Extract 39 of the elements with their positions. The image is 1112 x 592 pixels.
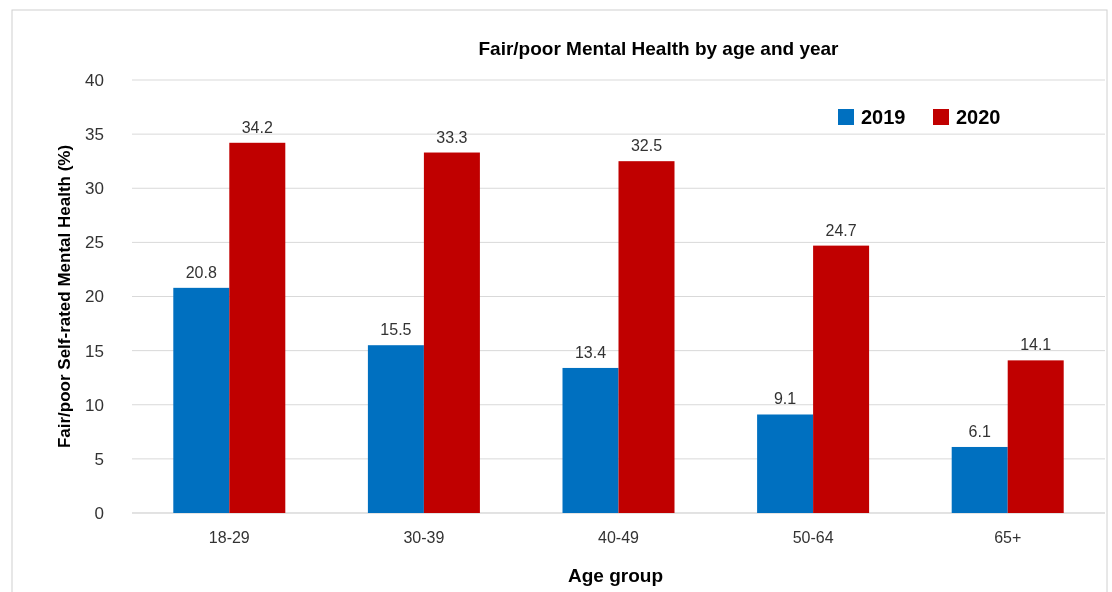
legend-label: 2019 [861, 106, 906, 128]
bar [813, 245, 870, 513]
bar [1007, 360, 1064, 513]
x-tick-label: 30-39 [403, 529, 445, 546]
y-tick-label: 25 [85, 233, 104, 253]
legend-label: 2020 [956, 106, 1001, 128]
x-tick-label: 50-64 [792, 529, 834, 546]
x-axis-title: Age group [568, 565, 663, 586]
data-label: 34.2 [241, 118, 273, 136]
bar [618, 161, 675, 513]
bar [229, 142, 286, 513]
bar [367, 345, 424, 513]
data-label: 6.1 [968, 422, 991, 440]
y-tick-label: 30 [85, 179, 104, 199]
data-label: 9.1 [773, 390, 797, 408]
bar [951, 446, 1008, 513]
y-tick-label: 40 [85, 70, 104, 90]
y-tick-label: 35 [85, 125, 104, 145]
y-tick-label: 0 [94, 503, 104, 523]
x-tick-label: 40-49 [598, 529, 640, 546]
y-tick-label: 5 [94, 449, 104, 469]
y-tick-label: 10 [85, 395, 104, 415]
y-axis-title: Fair/poor Self-rated Mental Health (%) [55, 144, 74, 449]
x-tick-label: 18-29 [208, 529, 250, 546]
bar [173, 287, 230, 513]
y-tick-label: 15 [85, 341, 104, 361]
bar [562, 367, 619, 513]
data-label: 14.1 [1020, 336, 1052, 354]
data-label: 13.4 [574, 343, 607, 361]
data-label: 20.8 [185, 263, 217, 281]
data-label: 33.3 [436, 128, 468, 146]
data-label: 15.5 [380, 321, 412, 339]
bar [423, 152, 480, 513]
x-tick-label: 65+ [994, 529, 1022, 546]
data-label: 32.5 [630, 137, 663, 155]
y-tick-label: 20 [85, 287, 104, 307]
bar [757, 414, 814, 513]
data-label: 24.7 [825, 221, 857, 239]
chart-title: Fair/poor Mental Health by age and year [478, 38, 840, 59]
